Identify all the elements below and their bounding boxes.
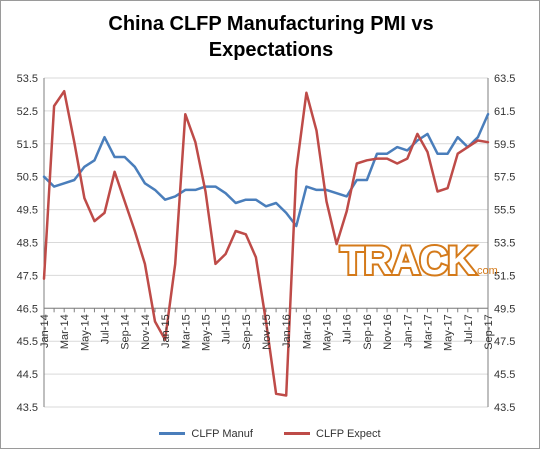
- logo-text-outline: TRACK: [340, 239, 476, 282]
- y-left-tick-label: 50.5: [17, 172, 38, 184]
- y-left-tick-label: 53.5: [17, 73, 38, 85]
- chart-title-line2: Expectations: [208, 39, 334, 61]
- x-tick-label: Sep-17: [483, 314, 495, 349]
- chart-legend: CLFP Manuf CLFP Expect: [0, 426, 540, 440]
- x-tick-label: Mar-17: [422, 314, 434, 349]
- legend-item-expect: CLFP Expect: [284, 428, 381, 440]
- series-layer: [42, 89, 490, 397]
- x-tick-label: Mar-16: [301, 314, 313, 349]
- y-right-tick-label: 55.5: [494, 205, 515, 217]
- y-right-tick-label: 43.5: [494, 402, 515, 414]
- x-tick-label: Mar-15: [180, 314, 192, 349]
- y-right-tick-label: 53.5: [494, 238, 515, 250]
- y-right-tick-label: 61.5: [494, 106, 515, 118]
- x-tick-label: May-15: [200, 314, 212, 351]
- axis-layer: [43, 78, 489, 407]
- x-tick-label: May-16: [322, 314, 334, 351]
- x-tick-label: Nov-16: [382, 314, 394, 349]
- x-tick-label: Sep-15: [241, 314, 253, 349]
- x-tick-label: Jul-16: [342, 314, 354, 344]
- y-left-tick-label: 44.5: [17, 369, 38, 381]
- series-line-clfp-expect: [42, 89, 490, 397]
- x-tick-label: May-14: [79, 314, 91, 351]
- x-tick-label: Jan-14: [39, 314, 51, 348]
- x-tick-label: Mar-14: [59, 314, 71, 349]
- y-left-tick-label: 51.5: [17, 139, 38, 151]
- grid-layer: [44, 77, 488, 408]
- y-left-tick-label: 47.5: [17, 270, 38, 282]
- x-tick-label: Nov-15: [261, 314, 273, 349]
- x-tick-label: Jan-15: [160, 314, 172, 348]
- x-tick-label: Jan-16: [281, 314, 293, 348]
- legend-swatch-expect: [284, 432, 310, 435]
- y-right-tick-label: 49.5: [494, 303, 515, 315]
- label-layer: 53.5 63.5 52.5 61.5 51.5 59.5 50.5 57.5 49.5 55.5…: [17, 73, 516, 414]
- y-left-tick-label: 48.5: [17, 238, 38, 250]
- y-right-tick-label: 59.5: [494, 139, 515, 151]
- logo-suffix: .com: [474, 265, 498, 277]
- y-left-tick-label: 52.5: [17, 106, 38, 118]
- x-tick-label: Jan-17: [402, 314, 414, 348]
- y-left-tick-label: 49.5: [17, 205, 38, 217]
- legend-item-manuf: CLFP Manuf: [159, 428, 253, 440]
- y-right-tick-label: 51.5: [494, 270, 515, 282]
- y-right-tick-label: 45.5: [494, 369, 515, 381]
- x-tick-label: Jul-17: [463, 314, 475, 344]
- chart-title-line1: China CLFP Manufacturing PMI vs: [108, 13, 434, 35]
- legend-label-manuf: CLFP Manuf: [191, 427, 253, 440]
- x-tick-label: Jul-15: [221, 314, 233, 344]
- x-tick-label: Sep-14: [120, 314, 132, 349]
- y-right-tick-label: 63.5: [494, 73, 515, 85]
- x-tick-label: Sep-16: [362, 314, 374, 349]
- legend-swatch-manuf: [159, 432, 186, 435]
- track-logo: TRACK TRACK .com: [338, 238, 498, 282]
- x-tick-label: Jul-14: [100, 314, 112, 344]
- chart-title: China CLFP Manufacturing PMI vs Expectat…: [1, 11, 540, 63]
- x-tick-label: May-17: [443, 314, 455, 351]
- y-left-tick-label: 46.5: [17, 303, 38, 315]
- y-left-tick-label: 43.5: [17, 402, 38, 414]
- y-right-tick-label: 57.5: [494, 172, 515, 184]
- y-left-tick-label: 45.5: [17, 336, 38, 348]
- x-tick-label: Nov-14: [140, 314, 152, 349]
- y-right-tick-label: 47.5: [494, 336, 515, 348]
- legend-label-expect: CLFP Expect: [316, 427, 381, 440]
